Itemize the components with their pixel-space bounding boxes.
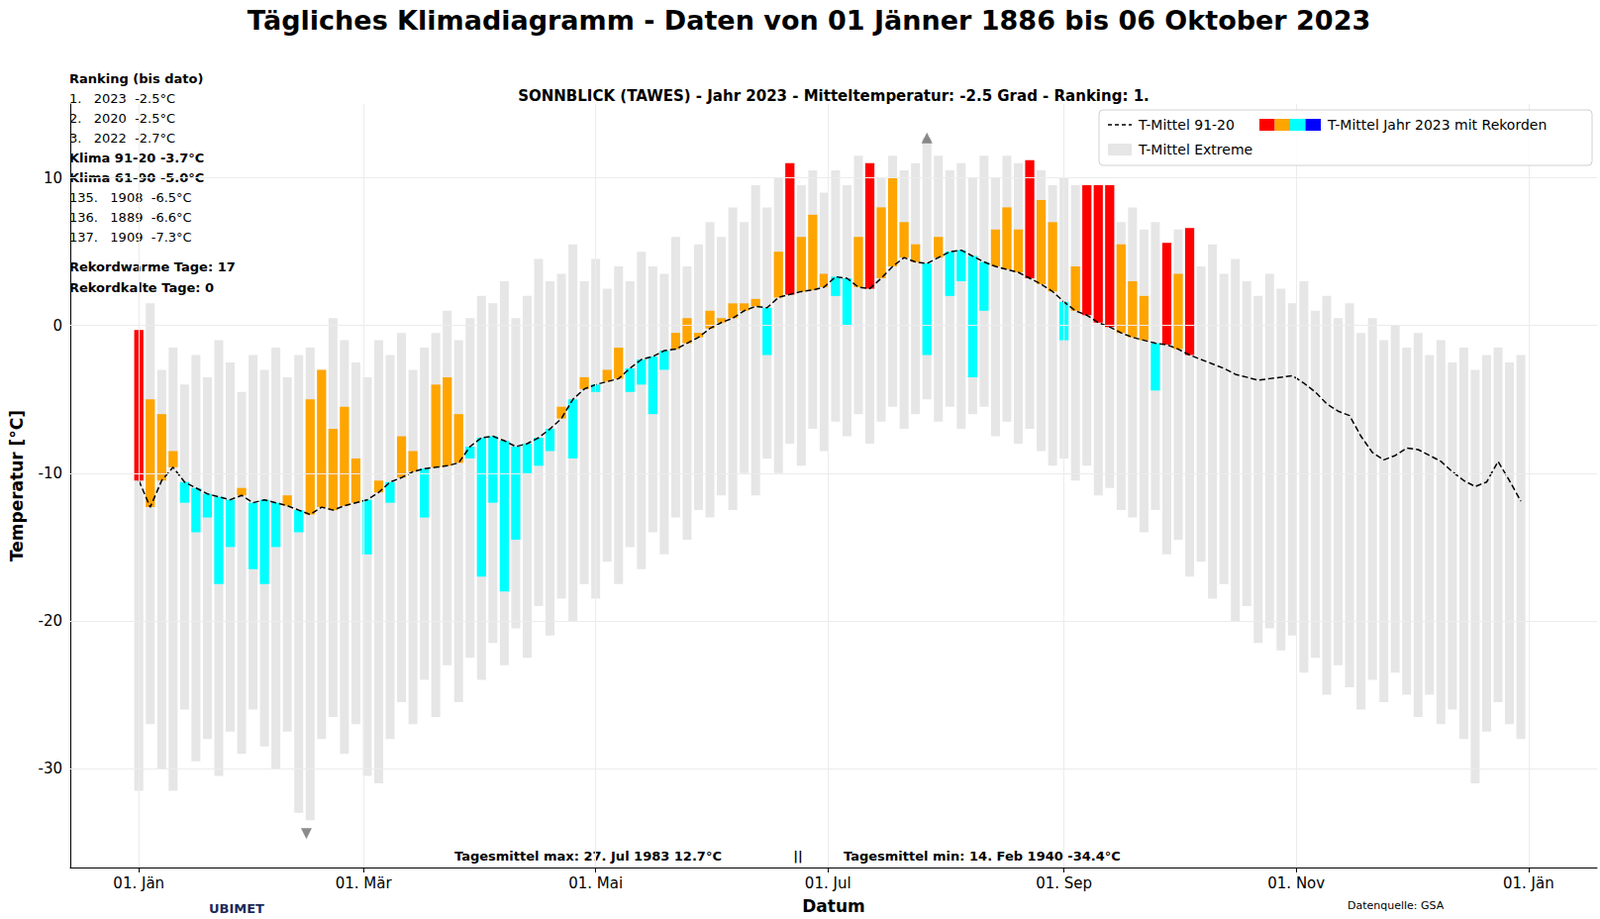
- svg-text:Tagesmittel max: 27. Jul 1983: Tagesmittel max: 27. Jul 1983 12.7°C: [454, 848, 722, 864]
- svg-text:T-Mittel Jahr 2023 mit Rekorde: T-Mittel Jahr 2023 mit Rekorden: [1326, 116, 1547, 133]
- svg-text:Tagesmittel min: 14. Feb 1940: Tagesmittel min: 14. Feb 1940 -34.4°C: [843, 848, 1121, 864]
- svg-text:Ranking (bis dato): Ranking (bis dato): [69, 71, 203, 87]
- svg-text:01. Mai: 01. Mai: [568, 874, 623, 893]
- svg-text:01. Jän: 01. Jän: [1502, 874, 1555, 893]
- svg-text:Rekordkalte Tage: 0: Rekordkalte Tage: 0: [69, 280, 214, 296]
- svg-text:Rekordwarme Tage: 17: Rekordwarme Tage: 17: [69, 259, 236, 275]
- svg-text:2. 2020 -2.5°C: 2. 2020 -2.5°C: [69, 110, 176, 126]
- svg-text:-30: -30: [38, 759, 64, 778]
- svg-text:-20: -20: [38, 611, 64, 630]
- svg-text:Tägliches Klimadiagramm - Date: Tägliches Klimadiagramm - Daten von 01 J…: [247, 4, 1371, 36]
- svg-text:SONNBLICK (TAWES) - Jahr 2023: SONNBLICK (TAWES) - Jahr 2023 - Mittelte…: [517, 87, 1150, 105]
- svg-text:136. 1889 -6.6°C: 136. 1889 -6.6°C: [69, 209, 193, 225]
- svg-text:||: ||: [793, 848, 803, 864]
- svg-text:Klima 91-20 -3.7°C: Klima 91-20 -3.7°C: [69, 150, 204, 166]
- svg-text:135. 1908 -6.5°C: 135. 1908 -6.5°C: [69, 190, 193, 205]
- svg-text:01. Nov: 01. Nov: [1267, 874, 1325, 893]
- svg-text:Datum: Datum: [801, 896, 866, 916]
- svg-text:01. Mär: 01. Mär: [335, 874, 394, 893]
- svg-text:137. 1909 -7.3°C: 137. 1909 -7.3°C: [69, 229, 193, 245]
- svg-text:Datenquelle: GSA: Datenquelle: GSA: [1347, 899, 1445, 912]
- svg-text:UBIMET: UBIMET: [208, 900, 265, 916]
- svg-text:-10: -10: [38, 464, 64, 483]
- svg-text:0: 0: [52, 316, 63, 335]
- svg-text:3. 2022 -2.7°C: 3. 2022 -2.7°C: [69, 130, 176, 146]
- svg-text:01. Jän: 01. Jän: [112, 874, 165, 893]
- svg-text:01. Jul: 01. Jul: [804, 874, 852, 893]
- svg-text:01. Sep: 01. Sep: [1035, 874, 1093, 893]
- svg-text:T-Mittel Extreme: T-Mittel Extreme: [1137, 141, 1253, 158]
- svg-text:Temperatur [°C]: Temperatur [°C]: [6, 409, 27, 562]
- svg-text:10: 10: [43, 169, 63, 188]
- svg-text:T-Mittel 91-20: T-Mittel 91-20: [1137, 116, 1235, 133]
- svg-text:Klima 61-90 -5.0°C: Klima 61-90 -5.0°C: [69, 169, 205, 185]
- svg-text:1. 2023 -2.5°C: 1. 2023 -2.5°C: [69, 91, 176, 106]
